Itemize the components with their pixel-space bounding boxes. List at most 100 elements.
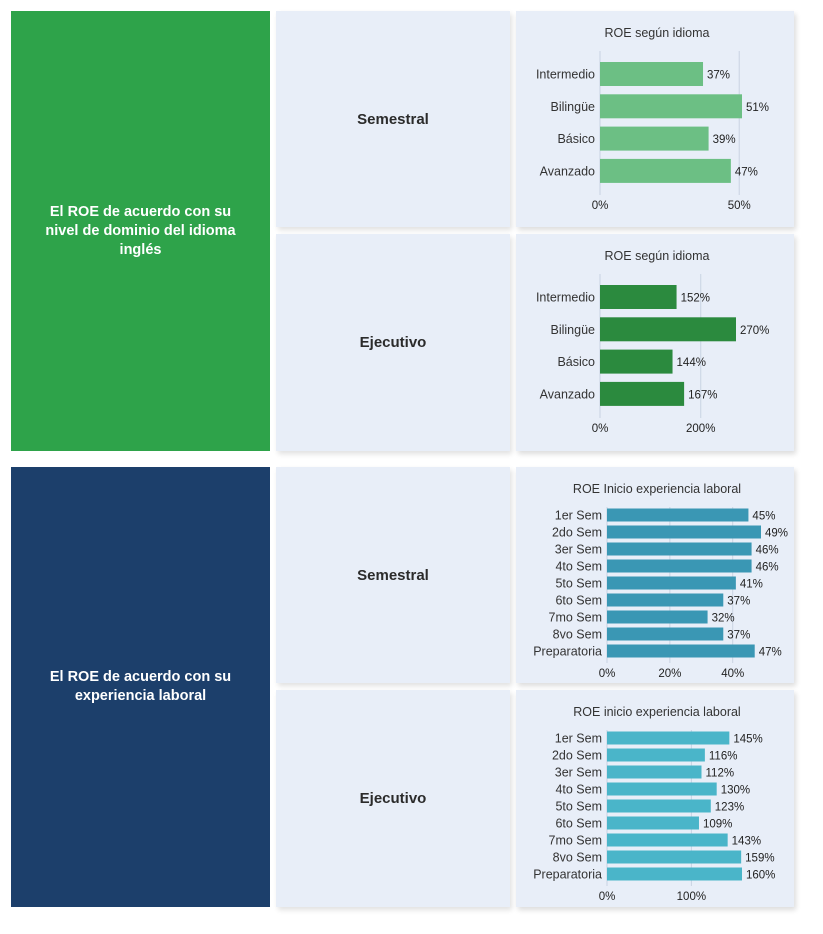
data-label: 112% [706, 768, 735, 780]
bar [600, 62, 704, 86]
bar [607, 731, 730, 745]
section-label-language: El ROE de acuerdo con su nivel de domini… [11, 11, 270, 451]
chart-panel-experience-ejecutivo: ROE inicio experiencia laboral 1er Sem 145… [516, 690, 794, 907]
tick-label: 0% [592, 423, 609, 435]
category-label: Básico [557, 355, 595, 369]
category-label: Intermedio [536, 68, 595, 82]
bar [607, 850, 742, 864]
mode-label-text: Ejecutivo [359, 334, 427, 351]
tick-label: 100% [677, 891, 706, 903]
data-label: 32% [712, 613, 735, 625]
data-label: 41% [740, 579, 763, 591]
mode-label-ejecutivo: Ejecutivo [276, 690, 510, 907]
chart-title: ROE según idioma [605, 249, 710, 263]
data-label: 152% [681, 293, 710, 305]
bar [600, 381, 685, 406]
category-label: Avanzado [540, 387, 595, 401]
category-label: 3er Sem [555, 543, 602, 557]
mode-label-text: Semestral [357, 110, 429, 128]
bar [607, 833, 728, 847]
chart-title: ROE Inicio experiencia laboral [573, 482, 741, 496]
category-label: Avanzado [540, 164, 595, 178]
chart-title: ROE inicio experiencia laboral [573, 705, 740, 719]
data-label: 46% [756, 545, 779, 557]
category-label: Preparatoria [533, 868, 602, 882]
data-label: 45% [752, 511, 775, 523]
bar [600, 158, 731, 183]
category-label: 4to Sem [555, 560, 602, 574]
category-label: 3er Sem [555, 766, 602, 780]
data-label: 47% [735, 166, 758, 178]
mode-label-semestral: Semestral [276, 11, 510, 227]
tick-label: 40% [721, 668, 744, 680]
section-label-text: El ROE de acuerdo con su experiencia lab… [49, 669, 232, 704]
category-label: Preparatoria [533, 645, 602, 659]
category-label: 1er Sem [555, 509, 602, 523]
data-label: 37% [727, 596, 750, 608]
data-label: 116% [709, 751, 738, 763]
bar [600, 126, 709, 151]
data-label: 37% [707, 70, 730, 82]
category-label: Básico [557, 132, 595, 146]
data-label: 49% [765, 528, 788, 540]
bar [607, 748, 705, 762]
data-label: 46% [756, 562, 779, 574]
bar [600, 317, 736, 342]
tick-label: 200% [686, 423, 715, 435]
bar [607, 765, 702, 779]
bar [607, 576, 736, 590]
bar [607, 559, 752, 573]
tick-label: 0% [599, 891, 616, 903]
chart-language-semestral: ROE según idioma Intermedio 37% Bilingüe 51%… [536, 26, 769, 212]
category-label: 8vo Sem [553, 628, 602, 642]
category-label: Bilingüe [551, 100, 596, 114]
data-label: 159% [745, 853, 774, 865]
category-label: 2do Sem [552, 526, 602, 540]
category-label: 2do Sem [552, 749, 602, 763]
bar [607, 542, 752, 556]
bar [607, 867, 742, 881]
chart-experience-ejecutivo: ROE inicio experiencia laboral 1er Sem 145… [533, 705, 775, 903]
chart-language-ejecutivo: ROE según idioma Intermedio 152% Bilingüe 27… [536, 249, 769, 435]
section-label-text: El ROE de acuerdo con su nivel de domini… [45, 203, 236, 258]
mode-label-text: Ejecutivo [359, 790, 427, 807]
mode-label-ejecutivo: Ejecutivo [276, 234, 510, 451]
category-label: 6to Sem [555, 594, 602, 608]
data-label: 144% [677, 357, 706, 369]
data-label: 47% [759, 647, 782, 659]
bar [600, 349, 673, 374]
data-label: 270% [740, 325, 769, 337]
data-label: 145% [733, 734, 762, 746]
section-label-experience: El ROE de acuerdo con su experiencia lab… [11, 467, 270, 907]
data-label: 51% [746, 102, 769, 114]
category-label: 1er Sem [555, 732, 602, 746]
category-label: 7mo Sem [549, 611, 603, 625]
category-label: Bilingüe [551, 323, 596, 337]
tick-label: 0% [599, 668, 616, 680]
bar [607, 816, 699, 830]
bar [607, 782, 717, 796]
tick-label: 50% [728, 200, 751, 212]
data-label: 167% [688, 389, 717, 401]
bar [607, 799, 711, 813]
chart-panel-experience-semestral: ROE Inicio experiencia laboral 1er Sem 45%… [516, 467, 794, 683]
mode-label-text: Semestral [357, 566, 429, 584]
bar [607, 508, 749, 522]
category-label: 4to Sem [555, 783, 602, 797]
category-label: Intermedio [536, 291, 595, 305]
bar [607, 593, 724, 607]
chart-panel-language-ejecutivo: ROE según idioma Intermedio 152% Bilingüe 27… [516, 234, 794, 451]
category-label: 5to Sem [555, 800, 602, 814]
data-label: 130% [721, 785, 750, 797]
bar [600, 285, 677, 309]
bar [607, 644, 755, 658]
bar [607, 525, 761, 539]
chart-title: ROE según idioma [605, 26, 710, 40]
chart-panel-language-semestral: ROE según idioma Intermedio 37% Bilingüe 51%… [516, 11, 794, 227]
data-label: 39% [713, 134, 736, 146]
tick-label: 0% [592, 200, 609, 212]
chart-experience-semestral: ROE Inicio experiencia laboral 1er Sem 45%… [533, 482, 788, 680]
data-label: 37% [727, 630, 750, 642]
data-label: 160% [746, 870, 775, 882]
category-label: 8vo Sem [553, 851, 602, 865]
